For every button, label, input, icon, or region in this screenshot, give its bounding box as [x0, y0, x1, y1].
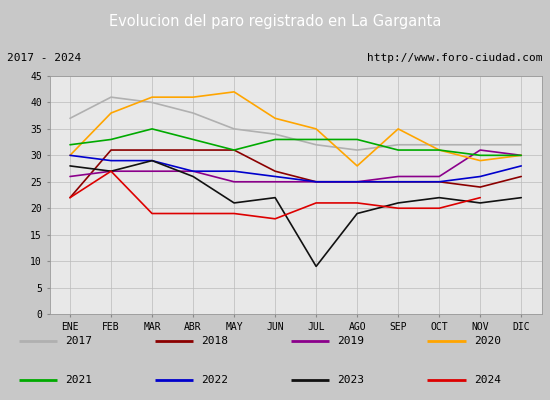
Text: Evolucion del paro registrado en La Garganta: Evolucion del paro registrado en La Garg…: [109, 14, 441, 29]
Text: 2019: 2019: [338, 336, 365, 346]
Text: 2024: 2024: [474, 375, 501, 385]
Text: 2022: 2022: [201, 375, 228, 385]
Text: 2023: 2023: [338, 375, 365, 385]
Text: 2021: 2021: [65, 375, 92, 385]
Text: 2020: 2020: [474, 336, 501, 346]
Text: 2017: 2017: [65, 336, 92, 346]
Text: http://www.foro-ciudad.com: http://www.foro-ciudad.com: [367, 53, 543, 63]
Text: 2018: 2018: [201, 336, 228, 346]
Text: 2017 - 2024: 2017 - 2024: [7, 53, 81, 63]
